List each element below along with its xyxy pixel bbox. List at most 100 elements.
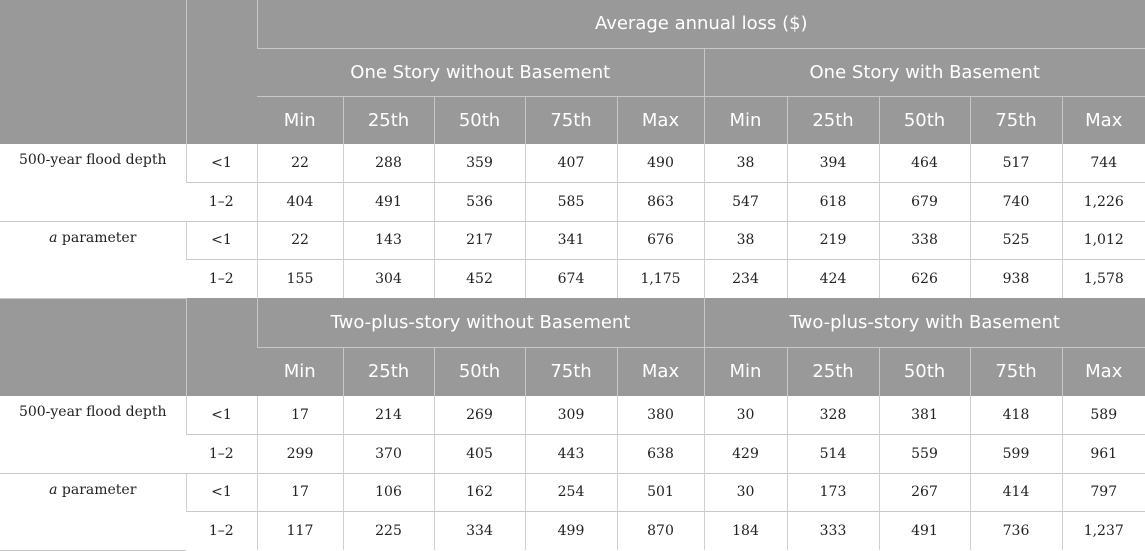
row-group-label-italic: a [49,481,58,498]
value-cell: 234 [703,259,787,298]
column-header: 50th [878,347,970,396]
value-cell: 30 [703,472,787,512]
table-row: a parameter <1 22 143 217 341 676 38 219… [0,220,1145,299]
value-cell: 599 [969,434,1062,473]
value-cell: 254 [524,472,617,512]
value-cell: 517 [969,144,1062,183]
value-cell: 490 [616,144,704,183]
row-group-label: a parameter [0,220,186,299]
value-cell: 429 [703,434,787,473]
value-cell: 626 [878,259,970,298]
column-header: 25th [786,96,879,144]
value-cell: 443 [524,434,617,473]
column-header: Max [1061,347,1145,396]
value-cell: 338 [878,220,970,260]
value-cell: 736 [969,511,1062,550]
value-cell: 744 [1061,144,1145,183]
value-cell: 414 [969,472,1062,512]
group-header-row: One Story without Basement One Story wit… [0,48,1145,97]
header-corner-cell [185,0,257,144]
value-cell: 155 [256,259,343,298]
value-cell: 491 [342,182,434,221]
value-cell: 464 [878,144,970,183]
value-cell: 1,226 [1061,182,1145,221]
value-cell: 418 [969,396,1062,435]
column-header: 75th [969,347,1062,396]
value-cell: 1,578 [1061,259,1145,298]
value-cell: 225 [342,511,434,550]
row-group-label-rest: parameter [57,229,137,246]
header-corner-cell [0,298,186,396]
table-row: 1–2 155 304 452 674 1,175 234 424 626 93… [0,259,1145,298]
value-cell: 1,175 [616,259,704,298]
group-header-right: Two-plus-story with Basement [703,298,1145,348]
value-cell: 184 [703,511,787,550]
value-cell: 424 [786,259,879,298]
value-cell: 17 [256,472,343,512]
value-cell: 17 [256,396,343,435]
row-group-label: 500-year flood depth [0,144,186,222]
group-header-left: One Story without Basement [257,48,704,97]
depth-cell: <1 [185,396,257,435]
value-cell: 638 [616,434,704,473]
title-header-row: Average annual loss ($) [0,0,1145,144]
table-row: 1–2 299 370 405 443 638 429 514 559 599 … [0,434,1145,473]
value-cell: 117 [256,511,343,550]
value-cell: 38 [703,220,787,260]
value-cell: 1,012 [1061,220,1145,260]
column-header: Min [703,96,787,144]
group-header-left: Two-plus-story without Basement [256,298,704,348]
row-group-label: 500-year flood depth [0,396,186,474]
depth-cell: <1 [185,144,257,183]
value-cell: 370 [342,434,434,473]
value-cell: 288 [342,144,434,183]
column-header: Min [257,96,343,144]
value-cell: 162 [433,472,525,512]
value-cell: 143 [342,220,434,260]
value-cell: 501 [616,472,704,512]
column-header: 25th [786,347,879,396]
value-cell: 267 [878,472,970,512]
value-cell: 585 [524,182,617,221]
value-cell: 491 [878,511,970,550]
value-cell: 514 [786,434,879,473]
value-cell: 740 [969,182,1062,221]
value-cell: 938 [969,259,1062,298]
value-cell: 797 [1061,472,1145,512]
value-cell: 173 [786,472,879,512]
column-header: 25th [342,347,434,396]
value-cell: 106 [342,472,434,512]
value-cell: 863 [616,182,704,221]
value-cell: 359 [433,144,525,183]
value-cell: 407 [524,144,617,183]
value-cell: 22 [256,144,343,183]
value-cell: 219 [786,220,879,260]
depth-cell: 1–2 [186,259,257,298]
value-cell: 499 [524,511,617,550]
column-header: Max [1061,96,1145,144]
value-cell: 22 [256,220,343,260]
table-row: a parameter <1 17 106 162 254 501 30 173… [0,472,1145,551]
value-cell: 381 [878,396,970,435]
depth-cell: <1 [185,220,257,260]
column-header: 75th [524,96,617,144]
group-header-row: Two-plus-story without Basement Two-plus… [0,298,1145,396]
value-cell: 679 [878,182,970,221]
column-header: 25th [342,96,434,144]
row-group-label: a parameter [0,472,186,551]
value-cell: 304 [342,259,434,298]
value-cell: 334 [433,511,525,550]
value-cell: 525 [969,220,1062,260]
column-header-row: Min 25th 50th 75th Max Min 25th 50th 75t… [0,96,1145,144]
column-header-row: Min 25th 50th 75th Max Min 25th 50th 75t… [0,347,1145,396]
column-header: Min [257,347,343,396]
depth-cell: <1 [185,472,257,512]
value-cell: 328 [786,396,879,435]
value-cell: 618 [786,182,879,221]
value-cell: 309 [524,396,617,435]
value-cell: 452 [433,259,525,298]
value-cell: 394 [786,144,879,183]
value-cell: 589 [1061,396,1145,435]
table-title: Average annual loss ($) [256,0,1145,49]
